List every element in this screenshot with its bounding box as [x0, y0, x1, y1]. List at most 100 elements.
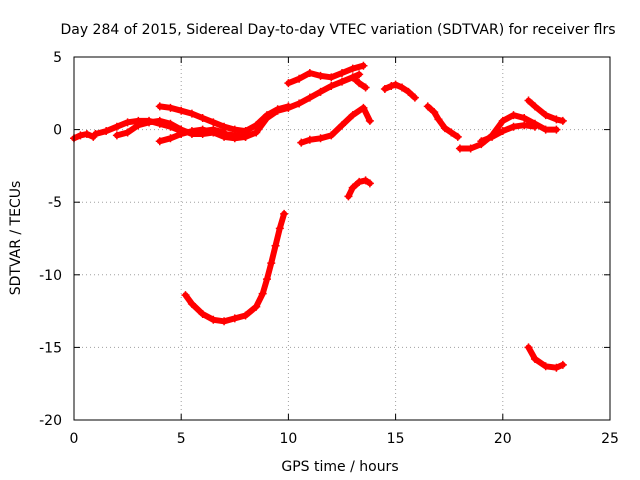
data-point: [230, 125, 239, 134]
x-tick-label: 15: [387, 431, 405, 447]
data-point: [155, 102, 164, 111]
data-point: [355, 70, 364, 79]
data-point: [410, 93, 419, 102]
data-point: [509, 111, 518, 120]
data-point: [541, 362, 550, 371]
series-arc16: [524, 343, 567, 372]
data-point: [91, 129, 100, 138]
data-point: [252, 302, 261, 311]
data-point: [220, 132, 229, 141]
series-arc7: [284, 61, 368, 88]
series-arc5: [155, 125, 250, 146]
data-point: [295, 74, 304, 83]
data-point: [361, 176, 370, 185]
series-trace: [182, 210, 288, 325]
chart-title: Day 284 of 2015, Sidereal Day-to-day VTE…: [60, 22, 615, 38]
data-point: [355, 79, 364, 88]
data-point: [198, 113, 207, 122]
data-point: [280, 209, 289, 218]
data-point: [552, 115, 561, 124]
data-point: [380, 84, 389, 93]
data-point: [541, 125, 550, 134]
data-point: [530, 102, 539, 111]
data-point: [145, 118, 154, 127]
data-point: [155, 116, 164, 125]
data-point: [338, 121, 346, 130]
data-point: [177, 129, 186, 138]
data-point: [316, 134, 325, 143]
data-point: [271, 241, 280, 250]
data-point: [220, 122, 229, 131]
data-point: [198, 310, 207, 319]
data-point: [524, 343, 533, 352]
data-point: [187, 127, 196, 136]
data-point: [430, 108, 439, 117]
y-tick-label: -10: [39, 268, 62, 284]
data-point: [434, 115, 443, 124]
data-point: [284, 102, 293, 111]
data-point: [252, 128, 261, 137]
data-point: [297, 138, 306, 147]
data-point: [209, 118, 218, 127]
data-point: [530, 355, 539, 364]
series-trace: [478, 122, 538, 145]
data-point: [166, 103, 175, 112]
x-tick-label: 20: [494, 431, 512, 447]
series-arc14: [477, 121, 539, 146]
data-point: [82, 129, 91, 138]
data-point: [177, 106, 186, 115]
data-point: [187, 299, 196, 308]
data-point: [275, 224, 284, 233]
data-point: [316, 87, 325, 96]
data-point: [134, 121, 143, 130]
data-point: [355, 177, 364, 186]
data-point: [398, 83, 407, 92]
data-point: [316, 71, 325, 80]
data-point: [181, 291, 190, 300]
data-point: [387, 82, 396, 91]
data-point: [466, 144, 475, 153]
data-point: [295, 99, 304, 108]
series-arc8: [348, 73, 370, 92]
data-point: [498, 127, 507, 136]
data-point: [258, 289, 267, 298]
data-point: [252, 121, 261, 130]
series-trace: [456, 112, 560, 152]
series-arc12: [423, 102, 462, 141]
data-point: [552, 363, 561, 372]
data-point: [102, 127, 111, 136]
series-arc6: [181, 209, 289, 326]
data-point: [344, 192, 353, 201]
data-point: [455, 144, 464, 153]
data-point: [187, 109, 196, 118]
data-point: [220, 317, 229, 326]
data-point: [477, 137, 486, 146]
data-point: [230, 134, 239, 143]
y-tick-label: -15: [39, 340, 62, 356]
data-point: [453, 132, 462, 141]
series-arc10: [344, 176, 374, 201]
data-point: [155, 137, 164, 146]
data-point: [166, 134, 175, 143]
x-axis-label: GPS time / hours: [281, 459, 398, 475]
x-tick-label: 5: [177, 431, 186, 447]
y-tick-label: -20: [39, 413, 62, 429]
data-point: [209, 128, 218, 137]
data-point: [348, 183, 357, 192]
data-point: [520, 121, 529, 130]
data-point: [305, 68, 314, 77]
data-point: [404, 87, 413, 96]
data-point: [391, 80, 400, 89]
series-arc9: [297, 103, 374, 147]
data-point: [359, 103, 368, 112]
data-point: [262, 275, 271, 284]
data-point: [488, 132, 497, 141]
y-tick-label: 5: [53, 50, 62, 66]
data-point: [123, 118, 132, 127]
data-point: [348, 111, 357, 120]
x-tick-label: 10: [279, 431, 297, 447]
data-point: [209, 315, 218, 324]
data-point: [359, 61, 368, 70]
data-point: [498, 116, 507, 125]
data-point: [365, 116, 374, 125]
